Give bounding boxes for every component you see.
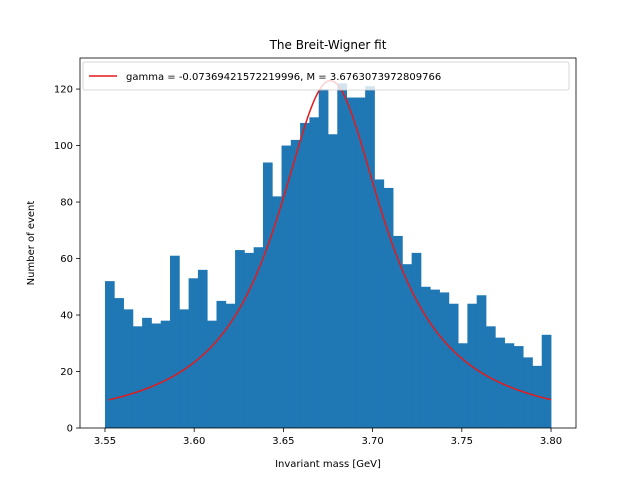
y-tick-label: 80 (60, 198, 73, 209)
histogram-bar (235, 250, 245, 428)
histogram-bar (290, 139, 301, 429)
y-tick-label: 100 (54, 141, 73, 152)
histogram-bar (318, 89, 329, 429)
legend: gamma = -0.07369421572219996, M = 3.6763… (82, 61, 570, 91)
y-tick-label: 40 (60, 311, 73, 322)
histogram-bar (476, 295, 487, 428)
histogram-bar (132, 326, 143, 428)
histogram-bar (485, 326, 496, 428)
histogram-bar (430, 289, 440, 428)
histogram-bar (114, 298, 124, 428)
histogram-bar (281, 145, 292, 428)
y-tick-label: 0 (67, 424, 73, 435)
histogram-bar (272, 196, 282, 428)
y-tick-label: 20 (60, 367, 73, 378)
histogram-bar (458, 343, 468, 428)
histogram-bar (309, 117, 320, 428)
histogram-bar (197, 269, 208, 428)
histogram-bar (393, 235, 403, 428)
histogram-bar (439, 292, 450, 428)
y-tick-label: 120 (54, 85, 73, 96)
plot-frame (79, 57, 577, 429)
y-axis-ticks: 0 20 40 60 80 100 120 (54, 85, 80, 435)
histogram-bar (402, 264, 413, 428)
x-tick-label: 3.65 (272, 436, 294, 447)
histogram-bar (244, 252, 255, 428)
histogram-bar (151, 323, 162, 428)
histogram-bar (216, 300, 227, 428)
histogram-bar (337, 83, 347, 428)
histogram-bar (328, 134, 338, 429)
legend-box (82, 61, 570, 91)
x-tick-label: 3.60 (183, 436, 205, 447)
histogram-bar (383, 187, 394, 428)
histogram-bar (355, 97, 366, 428)
histogram-bar (448, 303, 459, 428)
x-tick-label: 3.70 (361, 436, 383, 447)
y-axis-label: Number of event (26, 201, 37, 286)
histogram-bar (253, 247, 264, 428)
histogram-bar (504, 343, 515, 428)
histogram-bar (420, 286, 431, 428)
histogram-bar (142, 317, 152, 428)
histogram-bar (374, 179, 385, 428)
x-axis-label: Invariant mass [GeV] (275, 459, 381, 470)
histogram-bar (411, 252, 422, 428)
y-tick-label: 60 (60, 254, 73, 265)
x-axis-ticks: 3.55 3.60 3.65 3.70 3.75 3.80 (94, 428, 562, 447)
histogram-bar (207, 320, 217, 428)
histogram-bar (123, 309, 134, 428)
histogram-bars (104, 83, 552, 429)
histogram-bar (300, 122, 310, 429)
histogram-bar (225, 303, 236, 428)
histogram-bar (170, 255, 180, 428)
x-tick-label: 3.80 (540, 436, 562, 447)
x-tick-label: 3.75 (451, 436, 473, 447)
histogram-bar (541, 334, 552, 428)
histogram-bar (160, 320, 171, 428)
x-tick-label: 3.55 (94, 436, 116, 447)
histogram-bar (188, 278, 199, 428)
histogram-bar (262, 162, 273, 428)
chart-title: The Breit-Wigner fit (269, 38, 387, 52)
histogram-bar (513, 346, 524, 428)
histogram-bar (346, 97, 357, 428)
histogram-bar (104, 281, 115, 428)
histogram-bar (365, 86, 375, 429)
legend-entry-fit: gamma = -0.07369421572219996, M = 3.6763… (126, 72, 441, 83)
